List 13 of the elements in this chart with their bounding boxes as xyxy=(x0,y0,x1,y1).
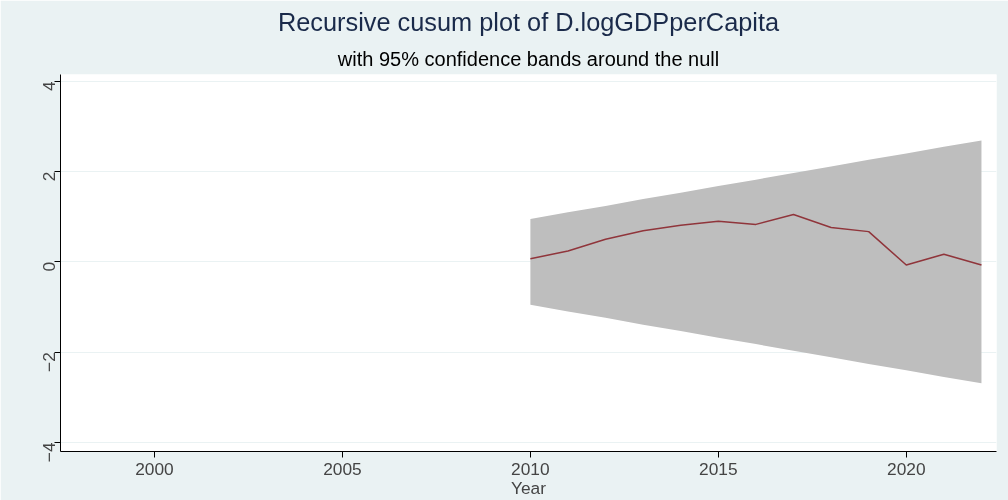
y-tick-label: −4 xyxy=(39,442,60,463)
x-tick-label: 2005 xyxy=(323,458,362,479)
x-tick-label: 2015 xyxy=(699,458,738,479)
chart-title: Recursive cusum plot of D.logGDPperCapita xyxy=(277,7,780,36)
chart-subtitle: with 95% confidence bands around the null xyxy=(336,47,720,70)
y-tick-label: 2 xyxy=(39,171,60,182)
y-tick-label: 4 xyxy=(39,80,60,91)
x-tick-label: 2000 xyxy=(135,458,174,479)
y-tick-label: 0 xyxy=(39,261,60,272)
y-tick-label: −2 xyxy=(39,352,60,372)
x-axis-title: Year xyxy=(510,477,547,498)
x-tick-label: 2010 xyxy=(511,458,550,479)
x-tick-label: 2020 xyxy=(887,458,926,479)
